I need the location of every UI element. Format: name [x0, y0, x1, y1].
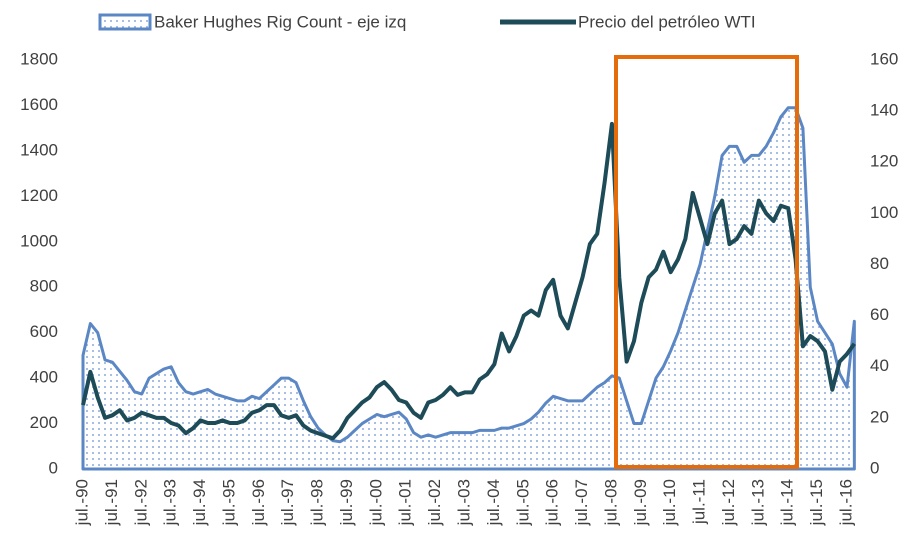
y-tick-label: 800 [30, 277, 58, 296]
y-tick-label: 400 [30, 368, 58, 387]
y2-tick-label: 20 [870, 407, 889, 426]
x-tick-label: jul.-01 [396, 479, 415, 526]
x-tick-label: jul.-06 [543, 479, 562, 526]
x-tick-label: jul.-03 [454, 479, 473, 526]
y2-tick-label: 100 [870, 203, 898, 222]
y-tick-label: 1200 [20, 186, 58, 205]
x-tick-label: jul.-05 [513, 479, 532, 526]
x-tick-label: jul.-14 [778, 479, 797, 526]
y-tick-label: 0 [49, 458, 58, 477]
y2-tick-label: 60 [870, 305, 889, 324]
y-tick-label: 1600 [20, 95, 58, 114]
x-tick-label: jul.-91 [102, 479, 121, 526]
x-tick-label: jul.-95 [219, 479, 238, 526]
legend-label: Baker Hughes Rig Count - eje izq [154, 12, 406, 31]
x-tick-label: jul.-90 [72, 479, 91, 526]
x-tick-label: jul.-98 [308, 479, 327, 526]
x-tick-label: jul.-09 [631, 479, 650, 526]
area [81, 106, 856, 471]
x-tick-label: jul.-07 [572, 479, 591, 526]
x-tick-label: jul.-97 [278, 479, 297, 526]
x-tick-label: jul.-12 [719, 479, 738, 526]
y2-tick-label: 40 [870, 356, 889, 375]
x-tick-label: jul.-02 [425, 479, 444, 526]
y-tick-label: 200 [30, 413, 58, 432]
y-tick-label: 1400 [20, 140, 58, 159]
x-tick-label: jul.-11 [690, 479, 709, 525]
x-tick-label: jul.-93 [161, 479, 180, 526]
y-tick-label: 1000 [20, 231, 58, 250]
x-tick-label: jul.-15 [807, 479, 826, 526]
x-tick-label: jul.-10 [660, 479, 679, 526]
y2-tick-label: 80 [870, 254, 889, 273]
x-tick-label: jul.-96 [249, 479, 268, 526]
y2-tick-label: 0 [870, 458, 879, 477]
legend-item: Precio del petróleo WTI [500, 12, 756, 31]
legend-label: Precio del petróleo WTI [578, 12, 756, 31]
y-tick-label: 600 [30, 322, 58, 341]
x-tick-label: jul.-94 [190, 479, 209, 526]
x-tick-label: jul.-99 [337, 479, 356, 526]
x-tick-label: jul.-92 [131, 479, 150, 526]
x-tick-label: jul.-00 [366, 479, 385, 526]
y2-tick-label: 160 [870, 49, 898, 68]
x-tick-label: jul.-16 [836, 479, 855, 526]
highlight-box [614, 55, 799, 469]
legend-item: Baker Hughes Rig Count - eje izq [98, 12, 406, 31]
x-tick-label: jul.-04 [484, 479, 503, 526]
y2-tick-label: 140 [870, 101, 898, 120]
x-tick-label: jul.-08 [601, 479, 620, 526]
y2-tick-label: 120 [870, 152, 898, 171]
y-tick-label: 1800 [20, 49, 58, 68]
x-tick-label: jul.-13 [748, 479, 767, 526]
line [81, 121, 856, 441]
legend-swatch [98, 13, 152, 31]
